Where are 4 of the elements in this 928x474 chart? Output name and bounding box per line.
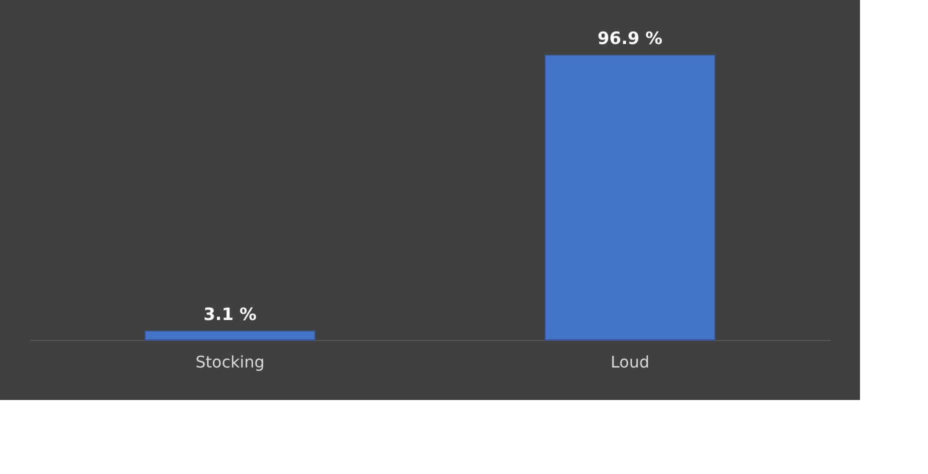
x-tick-label: Loud	[610, 352, 650, 372]
data-label: 3.1 %	[203, 304, 257, 325]
x-tick-label: Stocking	[195, 352, 265, 372]
data-label: 96.9 %	[598, 29, 662, 49]
